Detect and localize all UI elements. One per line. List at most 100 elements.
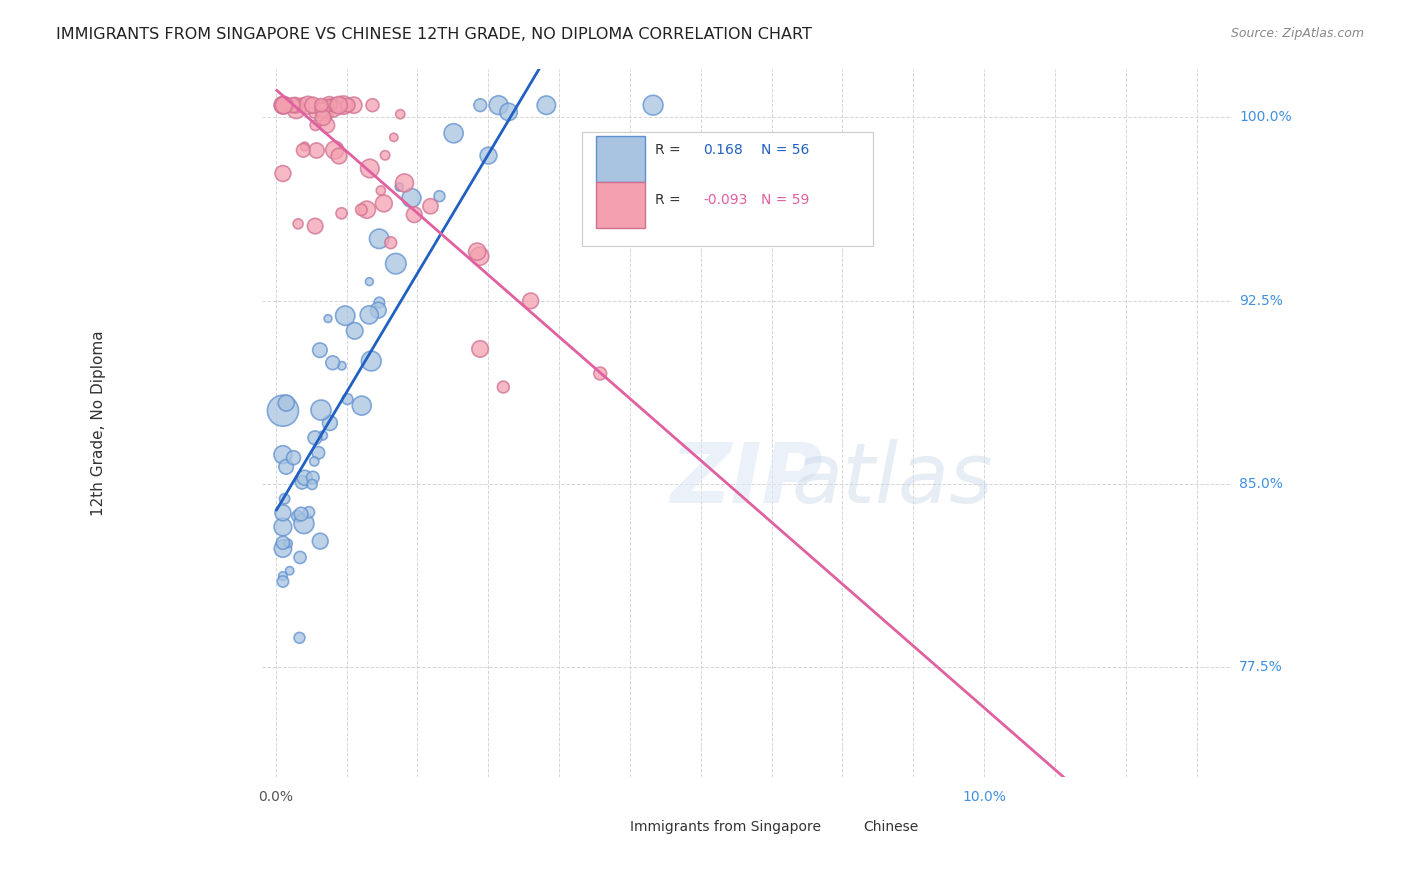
Point (287, 217, 309, 231)
Point (319, 98, 342, 112)
Point (271, 520, 294, 534)
Point (380, 235, 402, 250)
Point (370, 184, 392, 198)
Point (292, 516, 315, 531)
Point (385, 257, 408, 271)
Point (335, 309, 357, 323)
Point (336, 392, 359, 406)
Point (309, 534, 332, 549)
Text: 77.5%: 77.5% (1239, 660, 1282, 674)
Point (304, 105, 326, 120)
Point (330, 206, 353, 220)
Point (271, 98, 294, 112)
Point (318, 98, 340, 112)
Point (367, 303, 389, 318)
Point (271, 98, 294, 112)
Point (328, 149, 350, 163)
Point (273, 491, 295, 506)
Text: 0.168: 0.168 (703, 143, 742, 157)
Point (291, 475, 314, 490)
Point (284, 98, 307, 112)
Point (492, 380, 515, 394)
Point (281, 98, 304, 112)
Point (285, 103, 308, 117)
Point (373, 196, 395, 211)
Point (309, 98, 332, 112)
Text: N = 56: N = 56 (762, 143, 810, 157)
Text: R =: R = (655, 143, 681, 157)
Text: Chinese: Chinese (863, 820, 918, 834)
Point (343, 98, 366, 112)
Point (316, 98, 339, 112)
FancyBboxPatch shape (596, 182, 645, 228)
Point (311, 98, 333, 112)
Text: 85.0%: 85.0% (1239, 477, 1282, 491)
Point (271, 403, 294, 417)
Point (294, 139, 316, 153)
Point (312, 428, 335, 442)
Point (401, 191, 423, 205)
Text: -0.093: -0.093 (703, 193, 748, 207)
Text: Immigrants from Singapore: Immigrants from Singapore (630, 820, 821, 834)
Point (292, 144, 315, 158)
Point (382, 130, 405, 145)
Point (271, 541, 294, 556)
Point (360, 354, 382, 368)
Text: Source: ZipAtlas.com: Source: ZipAtlas.com (1230, 27, 1364, 40)
Point (330, 359, 353, 373)
Text: N = 59: N = 59 (762, 193, 810, 207)
Text: atlas: atlas (792, 439, 993, 520)
Point (271, 98, 294, 112)
Point (271, 98, 294, 112)
Point (301, 477, 323, 491)
Point (388, 180, 411, 194)
Point (291, 98, 314, 112)
FancyBboxPatch shape (824, 805, 868, 848)
Point (276, 459, 298, 474)
Point (343, 324, 366, 338)
Point (429, 189, 451, 203)
Text: 10.0%: 10.0% (962, 789, 1007, 804)
Point (294, 471, 316, 485)
Point (394, 176, 416, 190)
Point (350, 202, 373, 217)
Point (271, 574, 294, 589)
Point (288, 631, 311, 645)
Point (304, 219, 326, 233)
Point (305, 144, 328, 158)
Text: 100.0%: 100.0% (1239, 111, 1292, 124)
Point (322, 356, 344, 370)
Point (304, 118, 326, 132)
Point (271, 506, 294, 520)
Point (302, 98, 325, 112)
Point (304, 431, 326, 445)
Point (443, 126, 465, 140)
FancyBboxPatch shape (582, 805, 626, 848)
Point (374, 148, 396, 162)
Point (271, 569, 294, 583)
Text: 12th Grade, No Diploma: 12th Grade, No Diploma (91, 330, 107, 516)
Point (276, 396, 298, 410)
Point (323, 98, 346, 112)
Point (468, 342, 491, 356)
Point (298, 505, 321, 519)
Point (477, 148, 499, 162)
Point (290, 507, 312, 521)
Point (312, 111, 335, 125)
Point (309, 403, 332, 417)
Point (488, 98, 510, 112)
Point (277, 98, 299, 112)
FancyBboxPatch shape (596, 136, 645, 182)
Point (641, 98, 664, 112)
Text: 92.5%: 92.5% (1239, 293, 1282, 308)
Point (419, 199, 441, 213)
Point (319, 416, 342, 430)
Point (304, 454, 326, 468)
Point (309, 343, 332, 358)
Point (470, 98, 492, 112)
Point (359, 161, 381, 176)
Point (468, 249, 491, 263)
Point (361, 98, 384, 112)
Point (356, 202, 378, 217)
Point (337, 98, 360, 112)
